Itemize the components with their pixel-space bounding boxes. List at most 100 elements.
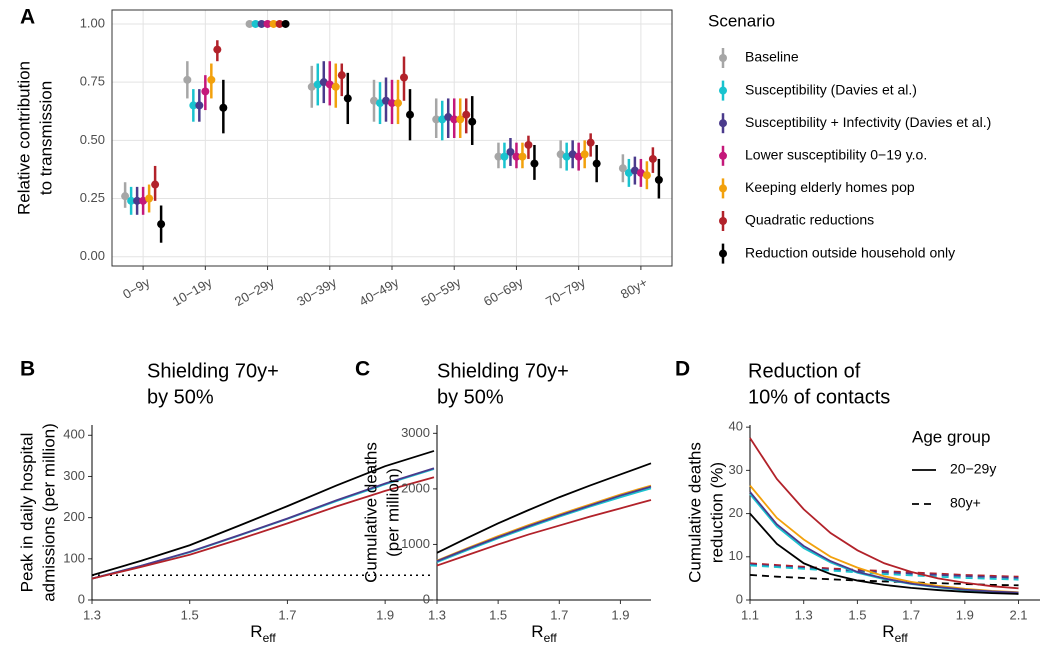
- x-axis-label-sub: eff: [895, 631, 909, 645]
- x-tick-label: 1.9: [611, 607, 629, 622]
- point: [556, 150, 565, 159]
- x-tick-label: 1.1: [741, 607, 759, 622]
- y-tick-label: 40: [729, 419, 743, 434]
- line: [749, 437, 1019, 590]
- point: [574, 152, 583, 161]
- x-tick-label: 40−49y: [356, 274, 401, 309]
- line: [749, 512, 1019, 595]
- y-tick-label: 1.00: [80, 15, 105, 30]
- y-tick-label: 200: [63, 509, 85, 524]
- y-tick-label: 100: [63, 550, 85, 565]
- point: [568, 150, 577, 159]
- x-tick-label: 1.7: [902, 607, 920, 622]
- legend-label: Baseline: [745, 49, 799, 65]
- panel-label: D: [675, 358, 690, 381]
- point: [648, 154, 657, 163]
- x-tick-label: 1.9: [376, 607, 394, 622]
- line: [436, 487, 652, 564]
- legend-key-point: [719, 54, 727, 62]
- point: [307, 82, 316, 91]
- x-tick-label: 1.3: [428, 607, 446, 622]
- x-tick-label: 80y+: [618, 275, 650, 302]
- point: [586, 138, 595, 147]
- line: [749, 562, 1019, 578]
- panel-title: Shielding 70y+: [147, 360, 279, 382]
- x-tick-label: 1.9: [956, 607, 974, 622]
- legend-label: Reduction outside household only: [745, 244, 955, 260]
- point: [281, 19, 290, 28]
- y-tick-label: 2000: [401, 480, 430, 495]
- point: [325, 80, 334, 89]
- y-tick-label: 10: [729, 548, 743, 563]
- x-tick-label: 1.5: [181, 607, 199, 622]
- x-tick-label: 10−19y: [170, 274, 215, 309]
- x-tick-label: 1.3: [83, 607, 101, 622]
- point: [121, 192, 130, 201]
- legend-label: Keeping elderly homes pop: [745, 179, 915, 195]
- point: [580, 150, 589, 159]
- x-axis-label-main: R: [250, 622, 262, 641]
- point: [592, 159, 601, 168]
- line: [91, 467, 435, 580]
- panel-label: C: [355, 358, 370, 381]
- y-tick-label: 0: [78, 591, 85, 606]
- point: [506, 147, 515, 156]
- point: [257, 19, 266, 28]
- y-axis-label: admissions (per million): [39, 423, 58, 602]
- point: [133, 196, 142, 205]
- y-tick-label: 0.50: [80, 132, 105, 147]
- line: [91, 450, 435, 577]
- x-tick-label: 20−29y: [232, 274, 277, 309]
- y-axis-label: reduction (%): [707, 462, 726, 563]
- x-axis-label-main: R: [882, 622, 894, 641]
- y-tick-label: 0: [423, 591, 430, 606]
- y-tick-label: 0.75: [80, 74, 105, 89]
- x-tick-label: 60−69y: [481, 274, 526, 309]
- y-axis-label: Cumulative deaths: [361, 442, 380, 583]
- x-tick-label: 50−59y: [419, 274, 464, 309]
- x-tick-label: 1.7: [550, 607, 568, 622]
- point: [394, 99, 402, 108]
- point: [512, 152, 521, 161]
- point: [642, 171, 651, 180]
- point: [494, 152, 503, 161]
- point: [269, 19, 278, 28]
- y-axis-label: (per million): [383, 468, 402, 557]
- x-axis-label: Reff: [250, 622, 276, 645]
- point: [201, 87, 210, 96]
- point: [151, 180, 160, 189]
- point: [462, 110, 471, 119]
- y-tick-label: 0: [736, 591, 743, 606]
- point: [500, 152, 509, 161]
- y-axis-label: Cumulative deaths: [685, 442, 704, 583]
- legend-label: Lower susceptibility 0−19 y.o.: [745, 147, 927, 163]
- point: [183, 75, 192, 84]
- point: [207, 75, 216, 84]
- point: [530, 159, 539, 168]
- point: [195, 101, 204, 110]
- point: [400, 73, 408, 82]
- x-tick-label: 1.3: [795, 607, 813, 622]
- legend-key-point: [719, 217, 727, 225]
- legend-label: Susceptibility + Infectivity (Davies et …: [745, 114, 991, 130]
- y-tick-label: 0.25: [80, 190, 105, 205]
- x-axis-label-sub: eff: [263, 631, 277, 645]
- panel-title: Shielding 70y+: [437, 360, 569, 382]
- point: [275, 19, 284, 28]
- legend-label: 20−29y: [950, 461, 996, 477]
- line: [749, 491, 1019, 594]
- point: [524, 140, 533, 149]
- point: [219, 103, 228, 112]
- legend-label: Quadratic reductions: [745, 212, 874, 228]
- panel-title: Reduction of: [748, 360, 861, 382]
- y-axis-label: Peak in daily hospital: [17, 433, 36, 593]
- x-axis-label: Reff: [882, 622, 908, 645]
- line: [436, 499, 652, 567]
- point: [263, 19, 272, 28]
- point: [618, 164, 627, 173]
- point: [319, 78, 328, 87]
- point: [251, 19, 260, 28]
- point: [444, 113, 453, 122]
- point: [145, 194, 154, 203]
